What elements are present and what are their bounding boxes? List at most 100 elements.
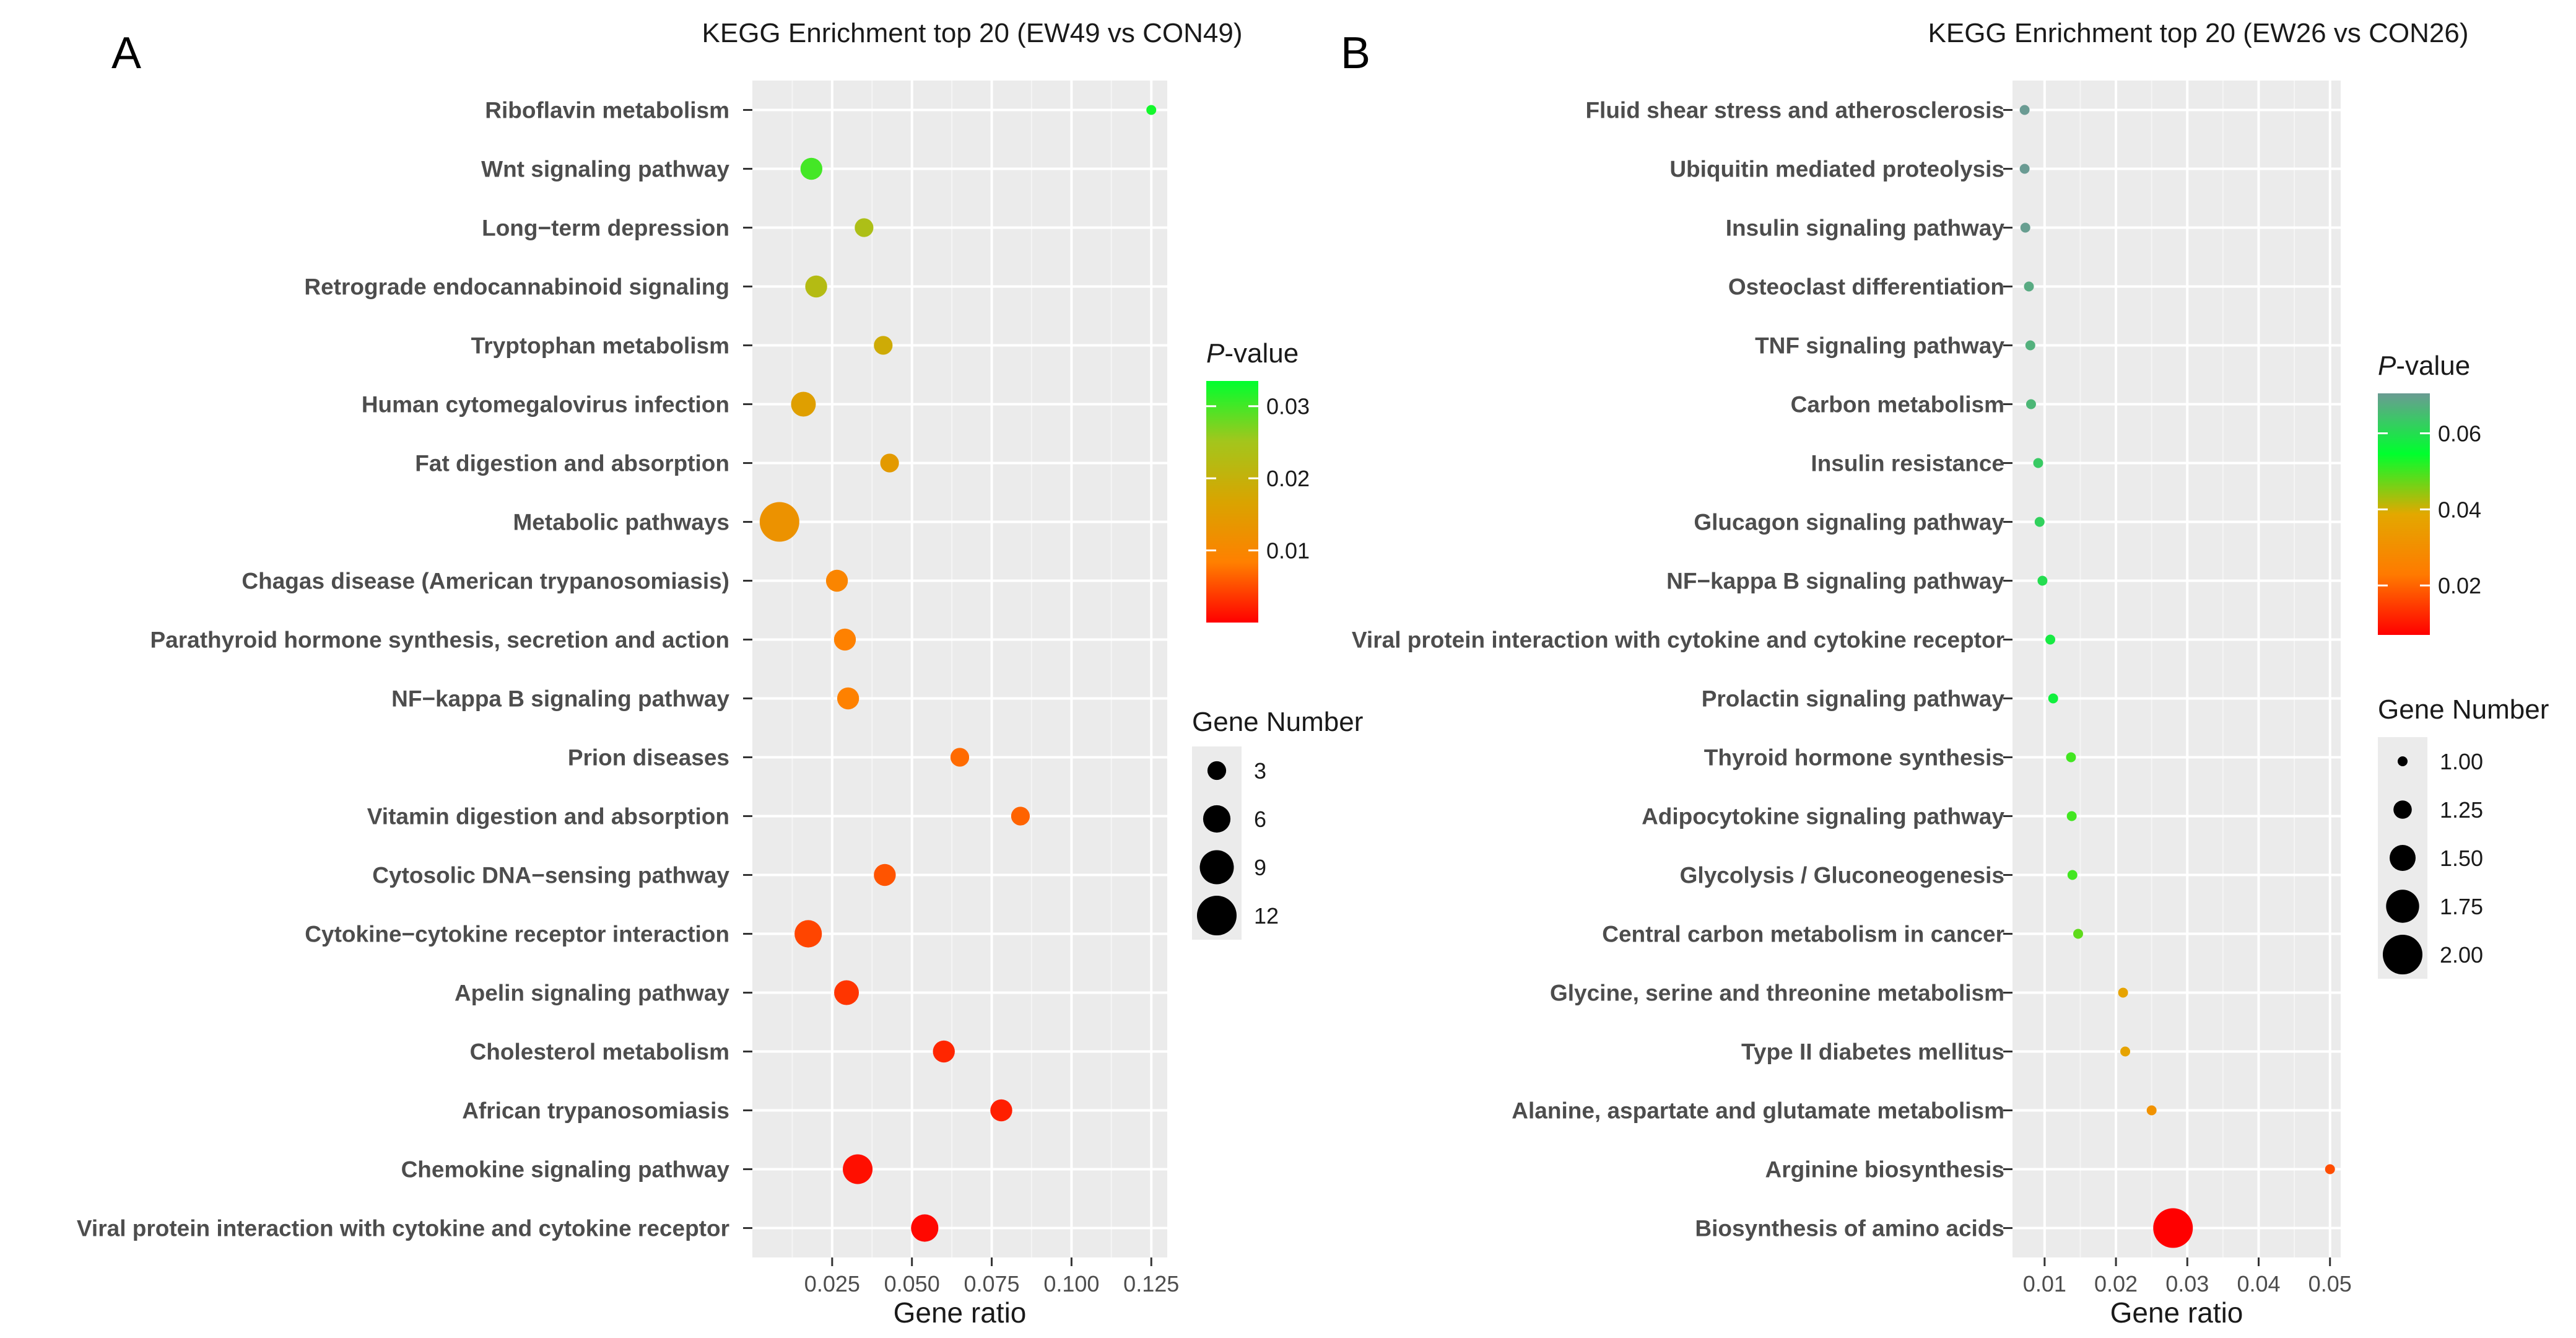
data-point <box>950 748 970 767</box>
y-axis-term-label: Insulin resistance <box>1811 451 2004 476</box>
y-axis-term-label: Biosynthesis of amino acids <box>1695 1216 2004 1241</box>
data-point <box>2118 987 2128 998</box>
y-axis-term-label: Chagas disease (American trypanosomiasis… <box>242 569 729 594</box>
y-axis-term-label: Prion diseases <box>568 745 729 771</box>
pvalue-legend-title-rest: -value <box>2396 351 2470 381</box>
y-axis-term-label: NF−kappa B signaling pathway <box>391 686 729 712</box>
gene-number-legend-label: 6 <box>1254 807 1266 832</box>
data-point <box>933 1040 955 1063</box>
y-axis-term-label: Vitamin digestion and absorption <box>367 804 729 829</box>
pvalue-legend-title: P-value <box>2378 351 2470 381</box>
data-point <box>2024 281 2034 292</box>
data-point <box>911 1214 939 1242</box>
panel-a: A KEGG Enrichment top 20 (EW49 vs CON49) R… <box>77 18 1363 1329</box>
gene-number-legend-label: 1.00 <box>2440 749 2483 774</box>
data-point <box>2066 811 2077 821</box>
gene-number-legend-label: 3 <box>1254 758 1266 784</box>
x-tick-label: 0.125 <box>1123 1271 1179 1296</box>
gene-number-legend-key <box>1207 761 1227 780</box>
data-point <box>837 687 859 710</box>
colorbar-tick-label: 0.01 <box>1266 538 1310 564</box>
y-axis-term-label: Glucagon signaling pathway <box>1694 510 2004 535</box>
y-axis-term-label: Viral protein interaction with cytokine … <box>1352 627 2004 653</box>
colorbar-tick-label: 0.02 <box>1266 466 1310 491</box>
data-point <box>791 391 816 417</box>
y-axis-term-label: Ubiquitin mediated proteolysis <box>1669 157 2004 182</box>
data-point <box>2025 340 2035 351</box>
pvalue-colorbar <box>1206 381 1258 623</box>
data-point <box>1146 105 1157 115</box>
y-axis-term-label: Fluid shear stress and atherosclerosis <box>1585 98 2004 123</box>
data-point <box>2120 1046 2131 1057</box>
data-point <box>990 1099 1012 1122</box>
y-axis-term-label: Prolactin signaling pathway <box>1702 686 2005 712</box>
data-point <box>834 980 859 1005</box>
y-axis-term-label: Riboflavin metabolism <box>485 98 729 123</box>
y-axis-term-label: Retrograde endocannabinoid signaling <box>304 274 729 300</box>
data-point <box>2019 105 2030 115</box>
y-axis-term-label: Carbon metabolism <box>1791 392 2004 418</box>
data-point <box>2019 164 2030 174</box>
data-point <box>805 275 827 298</box>
data-point <box>794 920 822 948</box>
data-point <box>1011 807 1030 826</box>
data-point <box>2037 575 2048 586</box>
gene-number-legend-label: 1.50 <box>2440 846 2483 871</box>
gene-number-legend-label: 9 <box>1254 855 1266 880</box>
y-axis-term-label: Cytosolic DNA−sensing pathway <box>372 863 729 888</box>
gene-number-legend-key <box>1203 805 1231 833</box>
x-tick-label: 0.01 <box>2023 1271 2066 1296</box>
gene-number-legend-key <box>1199 850 1234 885</box>
x-tick-label: 0.100 <box>1043 1271 1099 1296</box>
x-axis-title: Gene ratio <box>2110 1296 2243 1329</box>
pvalue-colorbar <box>2378 393 2430 635</box>
gene-number-legend-label: 1.25 <box>2440 797 2483 823</box>
y-axis-term-label: Chemokine signaling pathway <box>401 1157 730 1183</box>
y-axis-term-label: Adipocytokine signaling pathway <box>1642 804 2004 829</box>
x-tick-label: 0.05 <box>2308 1271 2352 1296</box>
data-point <box>2048 693 2058 704</box>
data-point <box>874 864 896 886</box>
y-axis-term-label: Long−term depression <box>482 216 729 241</box>
y-axis-term-label: NF−kappa B signaling pathway <box>1666 569 2004 594</box>
gene-number-legend-key <box>2386 890 2419 923</box>
pvalue-legend-title-rest: -value <box>1224 338 1299 369</box>
gene-number-legend-key <box>1197 896 1237 935</box>
y-axis-term-label: Apelin signaling pathway <box>455 981 729 1006</box>
panel-letter: B <box>1341 28 1370 78</box>
gene-number-legend-key <box>2398 756 2408 766</box>
data-point <box>825 569 848 592</box>
data-point <box>843 1154 873 1184</box>
colorbar-tick-label: 0.04 <box>2438 497 2481 522</box>
pvalue-legend-title-italic: P <box>1206 338 1225 369</box>
y-axis-term-label: Arginine biosynthesis <box>1765 1157 2004 1183</box>
y-axis-term-label: Parathyroid hormone synthesis, secretion… <box>150 627 729 653</box>
data-point <box>833 628 856 651</box>
x-tick-label: 0.03 <box>2165 1271 2209 1296</box>
y-axis-term-label: Human cytomegalovirus infection <box>362 392 729 418</box>
colorbar-tick-label: 0.03 <box>1266 394 1310 419</box>
y-axis-term-label: Tryptophan metabolism <box>471 333 729 359</box>
y-axis-term-label: African trypanosomiasis <box>462 1098 729 1124</box>
gene-number-legend-label: 1.75 <box>2440 894 2483 919</box>
panel-letter: A <box>111 28 141 78</box>
y-axis-term-label: Osteoclast differentiation <box>1728 274 2004 300</box>
y-axis-term-label: Central carbon metabolism in cancer <box>1602 922 2004 947</box>
data-point <box>2153 1208 2193 1248</box>
data-point <box>2033 458 2043 468</box>
y-axis-term-label: Cytokine−cytokine receptor interaction <box>305 922 729 947</box>
gene-number-legend-title: Gene Number <box>2378 694 2549 725</box>
data-point <box>2026 399 2036 409</box>
data-point <box>880 453 899 473</box>
y-axis-term-label: Metabolic pathways <box>513 510 729 535</box>
y-axis-term-label: Insulin signaling pathway <box>1726 216 2005 241</box>
data-point <box>874 336 893 355</box>
colorbar-tick-label: 0.06 <box>2438 421 2481 446</box>
data-point <box>2325 1164 2335 1174</box>
x-tick-label: 0.075 <box>964 1271 1019 1296</box>
data-point <box>2066 752 2076 763</box>
y-axis-term-label: Viral protein interaction with cytokine … <box>77 1216 729 1241</box>
y-axis-term-label: Cholesterol metabolism <box>470 1039 729 1065</box>
plot-background <box>752 81 1167 1257</box>
